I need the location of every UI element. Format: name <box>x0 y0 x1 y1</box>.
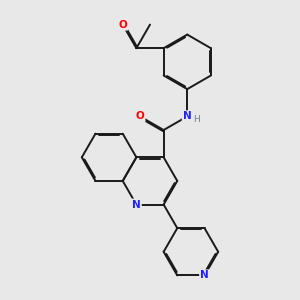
Text: N: N <box>200 270 209 280</box>
Text: H: H <box>194 115 200 124</box>
Text: N: N <box>183 111 192 122</box>
Text: O: O <box>136 111 144 122</box>
Text: N: N <box>132 200 141 209</box>
Text: O: O <box>118 20 127 30</box>
